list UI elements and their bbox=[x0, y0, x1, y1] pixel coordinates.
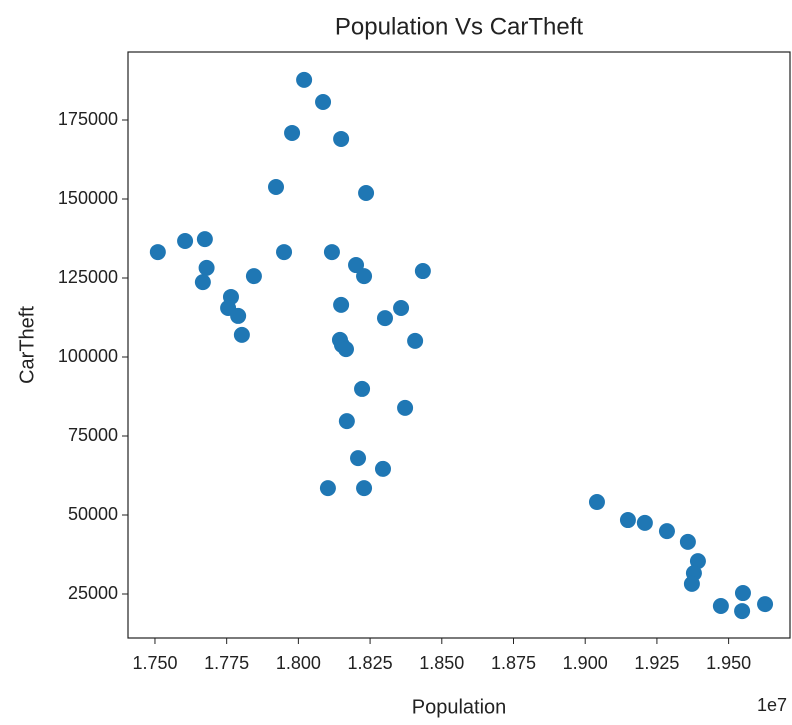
point bbox=[712, 598, 729, 615]
point bbox=[356, 268, 373, 285]
point bbox=[358, 184, 375, 201]
y-tick-label: 125000 bbox=[58, 267, 118, 287]
point bbox=[397, 399, 414, 416]
point bbox=[414, 263, 431, 280]
point bbox=[323, 244, 340, 261]
point bbox=[333, 130, 350, 147]
point bbox=[245, 268, 262, 285]
x-tick-label: 1.850 bbox=[419, 653, 464, 673]
point bbox=[233, 326, 250, 343]
point bbox=[196, 231, 213, 248]
point bbox=[276, 244, 293, 261]
point bbox=[284, 124, 301, 141]
y-axis-label: CarTheft bbox=[16, 306, 38, 384]
point bbox=[757, 596, 774, 613]
point bbox=[348, 257, 365, 274]
point bbox=[356, 480, 373, 497]
point bbox=[689, 553, 706, 570]
x-tick-label: 1.825 bbox=[348, 653, 393, 673]
point bbox=[268, 178, 285, 195]
point bbox=[679, 533, 696, 550]
chart-title: Population Vs CarTheft bbox=[335, 13, 583, 40]
point bbox=[338, 413, 355, 430]
point bbox=[177, 233, 194, 250]
x-offset-label: 1e7 bbox=[757, 695, 787, 715]
x-axis-label: Population bbox=[412, 696, 507, 718]
point bbox=[194, 274, 211, 291]
point bbox=[337, 341, 354, 358]
point bbox=[198, 259, 215, 276]
point bbox=[588, 494, 605, 511]
point bbox=[315, 93, 332, 110]
point bbox=[296, 71, 313, 88]
plot-frame bbox=[127, 51, 791, 639]
point bbox=[374, 460, 391, 477]
x-tick-label: 1.750 bbox=[132, 653, 177, 673]
point bbox=[636, 514, 653, 531]
point bbox=[354, 380, 371, 397]
point bbox=[333, 296, 350, 313]
point bbox=[734, 603, 751, 620]
point bbox=[319, 480, 336, 497]
y-tick-label: 50000 bbox=[68, 504, 118, 524]
x-tick-label: 1.950 bbox=[706, 653, 751, 673]
x-tick-label: 1.875 bbox=[491, 653, 536, 673]
y-tick-label: 25000 bbox=[68, 583, 118, 603]
point bbox=[683, 575, 700, 592]
y-tick-label: 75000 bbox=[68, 425, 118, 445]
x-tick-label: 1.900 bbox=[563, 653, 608, 673]
point bbox=[230, 307, 247, 324]
x-tick-label: 1.775 bbox=[204, 653, 249, 673]
point bbox=[407, 332, 424, 349]
x-tick-label: 1.800 bbox=[276, 653, 321, 673]
y-tick-label: 175000 bbox=[58, 109, 118, 129]
x-tick-label: 1.925 bbox=[634, 653, 679, 673]
point bbox=[658, 523, 675, 540]
y-tick-label: 100000 bbox=[58, 346, 118, 366]
point bbox=[734, 585, 751, 602]
point bbox=[149, 244, 166, 261]
point bbox=[376, 310, 393, 327]
point bbox=[393, 300, 410, 317]
point bbox=[619, 512, 636, 529]
point bbox=[350, 450, 367, 467]
y-tick-label: 150000 bbox=[58, 188, 118, 208]
